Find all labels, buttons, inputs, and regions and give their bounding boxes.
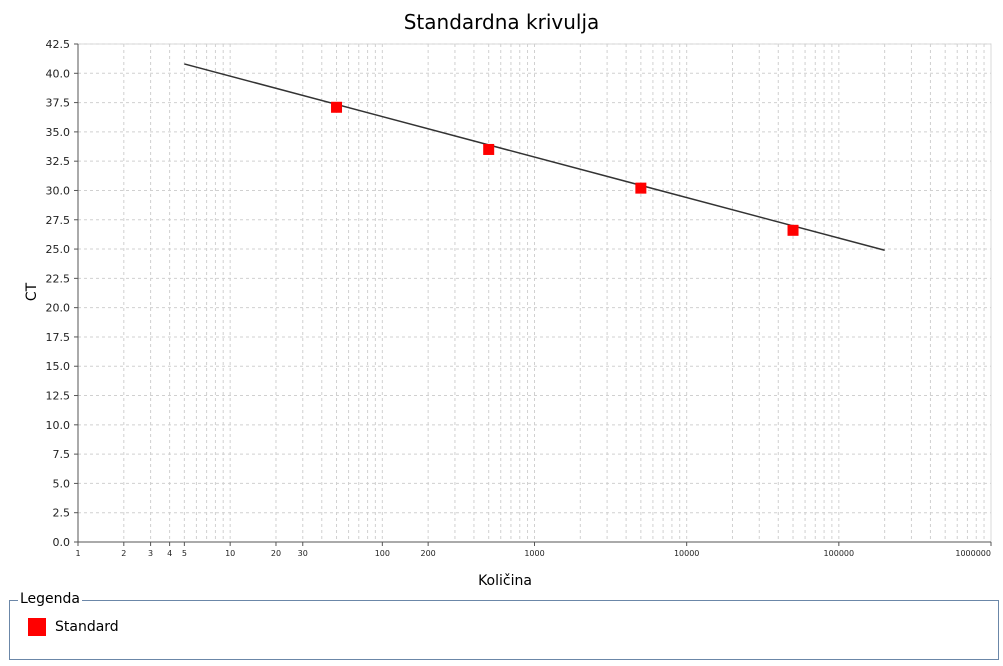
y-tick-label: 40.0 [46,67,71,80]
y-tick-label: 35.0 [46,126,71,139]
x-tick-label: 3 [148,549,153,558]
y-tick-label: 27.5 [46,214,71,227]
legend-swatch-square-icon [28,618,46,636]
y-tick-label: 7.5 [53,448,71,461]
legend-title: Legenda [18,591,82,607]
y-tick-label: 17.5 [46,331,71,344]
y-tick-label: 12.5 [46,390,71,403]
legend-item-standard: Standard [28,618,119,636]
x-tick-label: 20 [271,549,281,558]
x-tick-label: 5 [182,549,187,558]
y-tick-label: 15.0 [46,360,71,373]
data-point-standard [331,102,342,113]
chart-plot: 0.0 2.5 5.0 7.5 10.0 12.5 15.0 17.5 20.0 22.5 25.0… [0,0,1003,590]
x-tick-label: 2 [121,549,126,558]
y-tick-label: 32.5 [46,155,71,168]
x-tick-label: 100000 [824,549,855,558]
y-tick-label: 25.0 [46,243,71,256]
y-tick-label: 20.0 [46,302,71,315]
x-tick-label: 100 [375,549,390,558]
y-tick-label: 2.5 [53,507,71,520]
legend-box [9,600,999,660]
x-tick-label: 10 [225,549,235,558]
grid [78,44,991,542]
x-axis-label: Količina [478,573,532,589]
x-tick-label: 1000000 [955,549,991,558]
data-point-standard [635,183,646,194]
y-tick-label: 22.5 [46,272,71,285]
x-tick-label: 1 [75,549,80,558]
x-tick-label: 200 [420,549,435,558]
x-tick-label: 30 [298,549,308,558]
data-point-standard [788,225,799,236]
y-tick-label: 30.0 [46,184,71,197]
y-tick-label: 10.0 [46,419,71,432]
y-tick-label: 37.5 [46,97,71,110]
x-tick-label: 1000 [524,549,544,558]
y-tick-label: 5.0 [53,477,71,490]
y-tick-label: 42.5 [46,38,71,51]
x-tick-label: 4 [167,549,172,558]
x-tick-label: 10000 [674,549,699,558]
y-axis-label: CT [24,282,40,301]
y-tick-label: 0.0 [53,536,71,549]
legend-label: Standard [55,619,119,635]
data-point-standard [483,144,494,155]
